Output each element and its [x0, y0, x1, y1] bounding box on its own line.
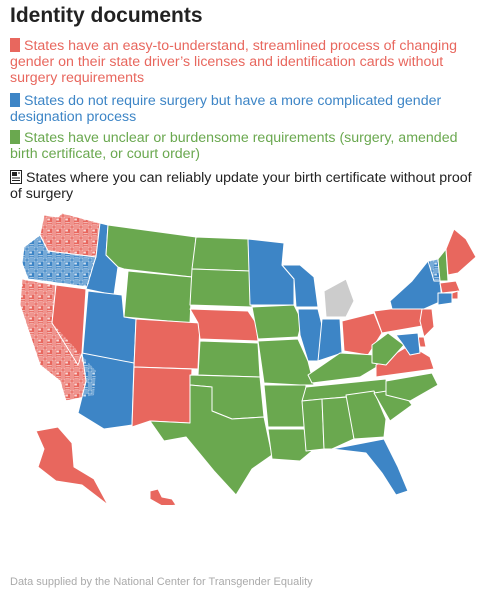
state-tx	[149, 384, 273, 496]
birth-certificate-icon	[10, 170, 22, 184]
state-ne	[189, 308, 259, 342]
state-hi	[149, 488, 177, 505]
state-nd	[191, 236, 251, 272]
state-ks	[197, 340, 261, 378]
state-md	[395, 332, 421, 356]
legend-item-complicated: States do not require surgery but have a…	[10, 93, 480, 125]
state-ct	[437, 292, 453, 306]
state-mi	[323, 278, 355, 318]
state-nm	[131, 366, 193, 428]
legend-swatch-complicated	[10, 93, 20, 107]
state-ms	[301, 398, 325, 452]
state-ny	[389, 260, 443, 310]
state-ga	[345, 390, 387, 440]
state-ri	[451, 290, 459, 300]
state-nh	[437, 248, 449, 282]
legend-swatch-easy	[10, 38, 20, 52]
data-credit: Data supplied by the National Center for…	[10, 576, 313, 588]
state-nc	[385, 372, 439, 402]
birth-certificate-pattern-wa	[40, 213, 100, 257]
legend-item-burdensome: States have unclear or burdensome requir…	[10, 130, 480, 162]
state-fl	[331, 438, 409, 496]
legend-label-complicated: States do not require surgery but have a…	[10, 93, 442, 125]
state-ia	[251, 304, 303, 340]
legend-label-burdensome: States have unclear or burdensome requir…	[10, 130, 458, 162]
state-wi	[281, 264, 319, 308]
page-title: Identity documents	[10, 4, 203, 27]
legend-swatch-burdensome	[10, 130, 20, 144]
legend-label-birth-certificate: States where you can reliably update you…	[10, 170, 472, 202]
state-mo	[257, 338, 315, 386]
state-ar	[263, 384, 307, 428]
birth-certificate-pattern-ca	[20, 279, 96, 401]
state-ak	[35, 426, 109, 505]
state-mt	[105, 224, 197, 278]
birth-certificate-pattern-or	[22, 235, 96, 287]
state-me	[445, 228, 477, 276]
state-la	[267, 428, 313, 462]
state-co	[133, 318, 201, 370]
birth-certificate-pattern-vt	[428, 259, 440, 281]
legend-label-easy: States have an easy-to-understand, strea…	[10, 38, 457, 86]
state-ma	[439, 280, 461, 294]
state-nj	[419, 308, 435, 338]
state-al	[321, 396, 355, 450]
legend-item-birth-certificate: States where you can reliably update you…	[10, 170, 480, 202]
us-states-map	[19, 212, 477, 505]
state-wy	[123, 270, 193, 324]
state-sd	[189, 268, 253, 308]
state-mn	[247, 238, 295, 306]
legend-item-easy: States have an easy-to-understand, strea…	[10, 38, 480, 86]
state-wv	[371, 332, 405, 366]
